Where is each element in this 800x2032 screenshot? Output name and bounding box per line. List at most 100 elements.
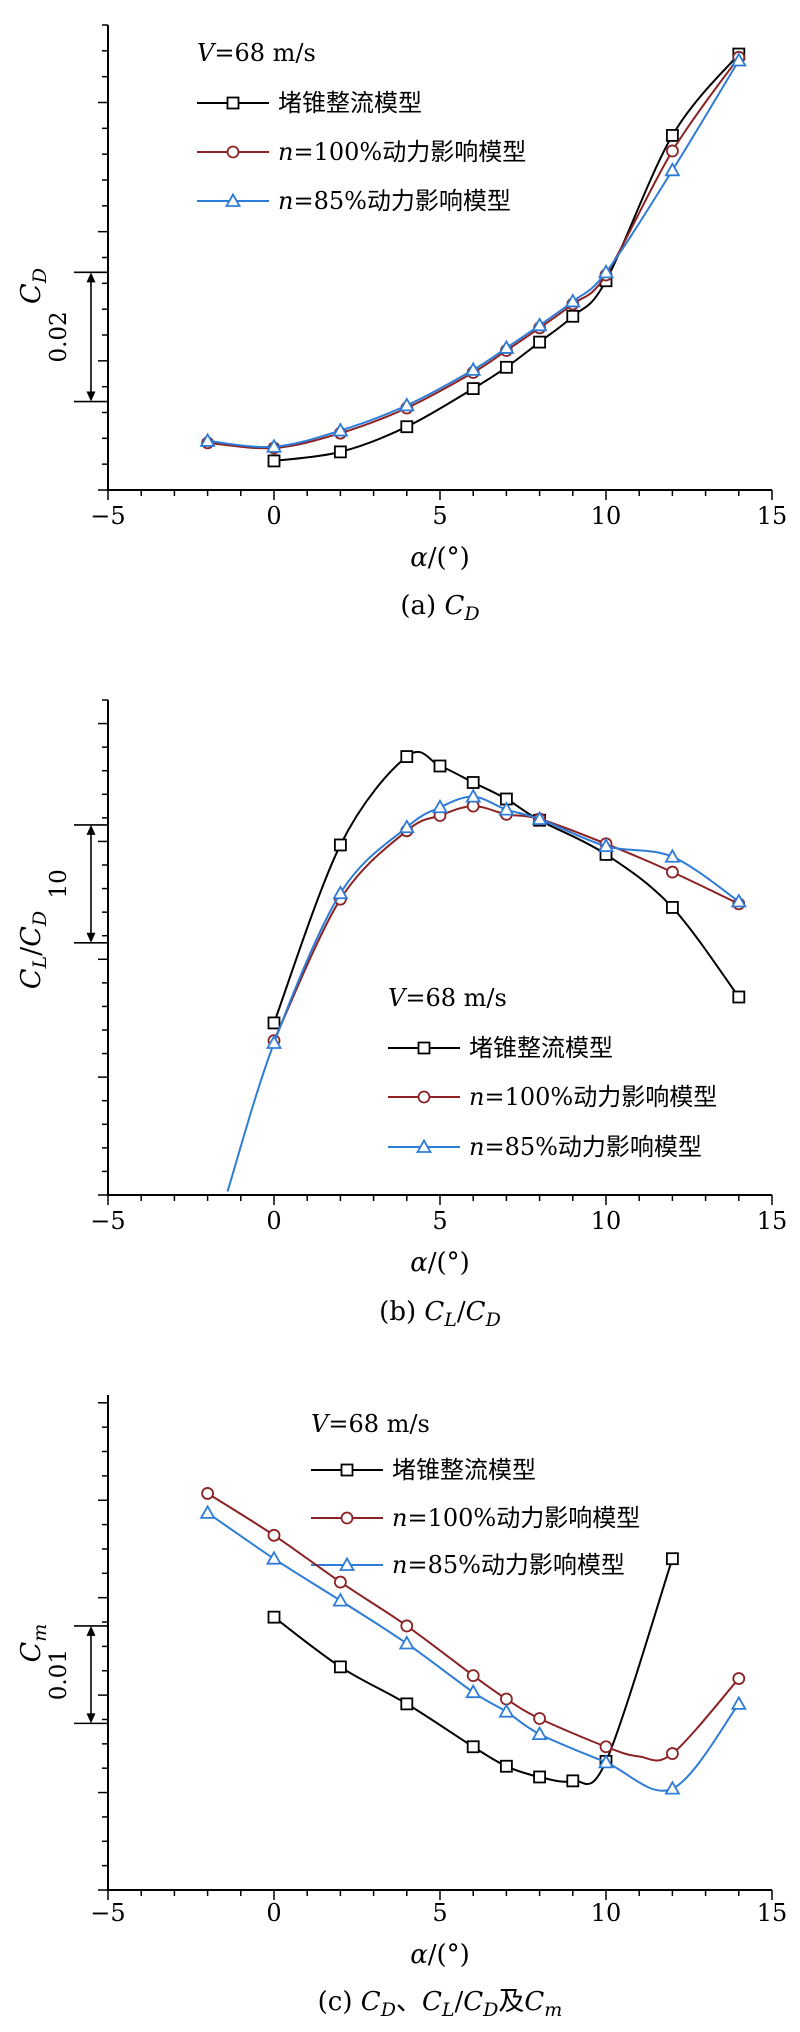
chart-caption: (a) CD [400, 591, 479, 625]
marker-square [533, 1770, 546, 1784]
marker-square [566, 1774, 580, 1788]
chart-caption: (b) CL/CD [379, 1297, 501, 1331]
marker-triangle [332, 1592, 349, 1607]
x-tick-label: 15 [757, 1207, 788, 1235]
x-tick-label: −5 [90, 1207, 125, 1235]
marker-circle [599, 1740, 613, 1754]
marker-square [226, 96, 240, 110]
legend-label: 堵锥整流模型 [392, 1456, 536, 1484]
x-tick-label: 5 [432, 1207, 447, 1235]
marker-triangle [498, 339, 515, 354]
marker-square [499, 1759, 513, 1773]
marker-square [333, 1660, 347, 1674]
marker-circle [267, 1528, 281, 1542]
marker-triangle [564, 293, 581, 308]
scale-bar-label: 10 [46, 869, 72, 898]
scale-bar-arrowhead-up-icon [86, 1625, 96, 1636]
marker-square [400, 750, 414, 763]
marker-square [333, 838, 347, 852]
marker-triangle [664, 161, 681, 177]
speed-annotation: V=68 m/s [388, 984, 507, 1012]
legend-label: n=100%动力影响模型 [392, 1504, 640, 1532]
marker-circle [666, 1747, 679, 1760]
marker-triangle [465, 788, 482, 803]
legend-label: n=85%动力影响模型 [469, 1133, 702, 1161]
marker-square [267, 1610, 281, 1624]
marker-square [666, 129, 679, 142]
speed-annotation: V=68 m/s [311, 1410, 430, 1438]
series-line-triangle [226, 795, 740, 1192]
x-axis-label: α/(°) [410, 543, 470, 573]
marker-triangle [398, 1635, 415, 1650]
marker-circle [333, 1575, 347, 1589]
scale-bar-arrowhead-up-icon [86, 272, 96, 283]
marker-square [499, 360, 513, 374]
marker-triangle [730, 52, 747, 67]
marker-circle [466, 1669, 480, 1683]
x-tick-label: −5 [90, 1899, 125, 1927]
marker-triangle [597, 837, 615, 853]
marker-triangle [730, 893, 747, 908]
marker-triangle [465, 361, 482, 376]
marker-square [417, 1041, 431, 1055]
marker-triangle [664, 848, 681, 863]
chart-a: −5 0 5 10 15 0.02 CD α/(°) (a) CD V=68 m/s 堵锥整流模型 n… [16, 24, 788, 625]
marker-square [267, 1016, 281, 1030]
scale-bar-label: 0.01 [46, 1649, 72, 1700]
x-tick-label: −5 [90, 502, 125, 530]
marker-triangle [498, 1703, 515, 1718]
x-tick-label: 0 [266, 502, 281, 530]
marker-triangle [199, 432, 216, 447]
legend-label: n=85%动力影响模型 [278, 187, 511, 215]
marker-triangle [730, 1695, 747, 1710]
marker-square [466, 1740, 480, 1754]
marker-square [732, 990, 746, 1004]
marker-circle [417, 1090, 431, 1104]
marker-triangle [465, 1683, 482, 1699]
marker-triangle [431, 798, 449, 814]
x-tick-label: 10 [591, 1207, 622, 1235]
x-tick-label: 10 [591, 502, 622, 530]
legend-label: n=100%动力影响模型 [469, 1083, 717, 1111]
x-tick-label: 15 [757, 502, 788, 530]
marker-circle [340, 1511, 354, 1525]
chart-b: −5 0 5 10 15 10 CL/CD α/(°) (b) CL/CD V=68 m/s 堵锥整… [16, 699, 788, 1331]
chart-caption: (c) CD、CL/CD及Cm [318, 1987, 563, 2021]
marker-square [666, 901, 679, 914]
marker-triangle [664, 1780, 681, 1795]
x-axis-label: α/(°) [410, 1940, 470, 1970]
marker-circle [732, 1672, 746, 1685]
marker-square [400, 1697, 414, 1711]
x-tick-label: 0 [266, 1207, 281, 1235]
marker-triangle [597, 264, 615, 279]
marker-triangle [199, 1504, 216, 1519]
x-tick-label: 0 [266, 1899, 281, 1927]
x-tick-label: 5 [432, 1899, 447, 1927]
marker-square [400, 420, 414, 434]
marker-square [466, 776, 480, 789]
marker-square [566, 309, 580, 323]
marker-triangle [398, 397, 415, 412]
marker-triangle [265, 1550, 283, 1565]
series-line-circle [273, 805, 740, 1042]
marker-square [340, 1463, 354, 1477]
marker-square [333, 445, 347, 459]
marker-square [433, 759, 447, 773]
marker-triangle [498, 801, 515, 816]
x-axis-label: α/(°) [410, 1248, 470, 1278]
scale-bar-arrowhead-down-icon [86, 391, 96, 402]
marker-square [533, 335, 546, 349]
legend-label: 堵锥整流模型 [278, 89, 422, 117]
marker-square [267, 454, 281, 468]
marker-triangle [531, 1725, 548, 1740]
marker-triangle [531, 810, 548, 825]
x-tick-label: 10 [591, 1899, 622, 1927]
marker-triangle [338, 1556, 356, 1571]
series-line-triangle [207, 59, 740, 449]
series-line-triangle [207, 1512, 740, 1792]
x-tick-label: 15 [757, 1899, 788, 1927]
marker-triangle [332, 884, 349, 900]
